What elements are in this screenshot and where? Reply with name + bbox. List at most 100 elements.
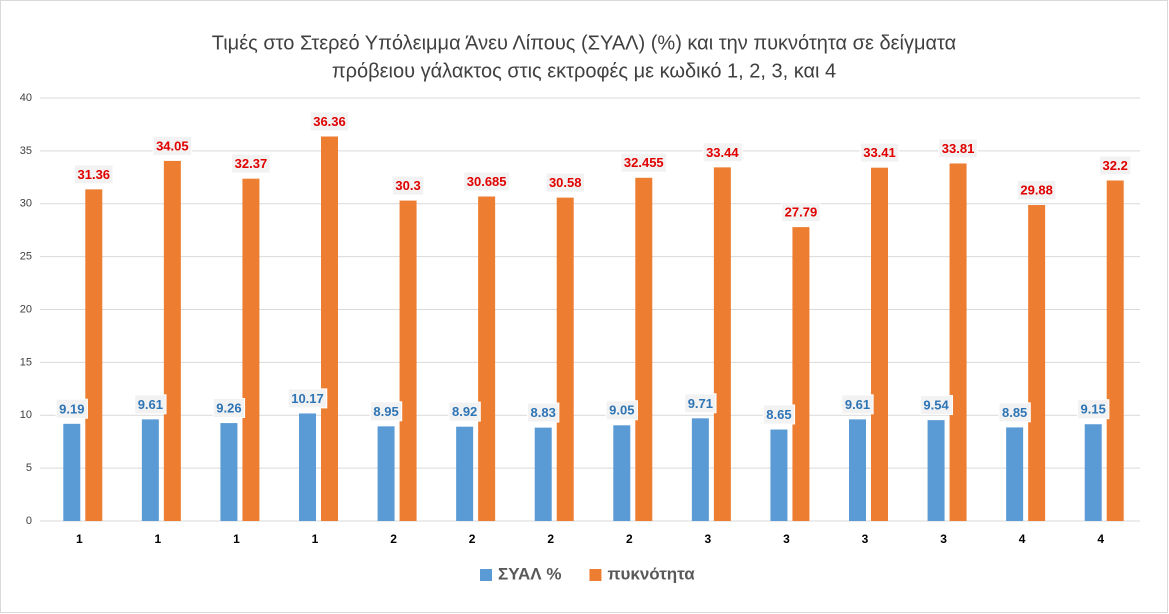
x-tick-label: 2: [469, 532, 476, 546]
bar: [534, 427, 552, 521]
value-label: 8.65: [766, 407, 791, 422]
value-label-box: [152, 135, 193, 156]
value-label-box: [391, 175, 425, 196]
value-label-box: [545, 172, 585, 193]
bar: [792, 227, 810, 522]
value-label: 30.685: [467, 174, 507, 189]
value-label: 8.85: [1002, 405, 1027, 420]
value-label-box: [919, 395, 953, 416]
value-label: 9.19: [59, 401, 84, 416]
value-label: 32.2: [1103, 158, 1128, 173]
value-label-box: [1016, 179, 1057, 200]
bar: [1028, 205, 1046, 522]
y-tick-label: 30: [20, 198, 32, 210]
x-tick-label: 3: [705, 532, 712, 546]
bar: [299, 413, 316, 521]
value-label: 9.05: [609, 403, 634, 418]
value-label-box: [841, 394, 874, 415]
bar: [613, 425, 631, 521]
bar: [321, 136, 338, 522]
bar: [635, 177, 653, 521]
chart-title: πρόβειου γάλακτος στις εκτροφές με κωδικ…: [332, 60, 836, 82]
bar: [1084, 424, 1102, 521]
value-label-box: [859, 142, 900, 163]
legend-swatch: [480, 569, 492, 581]
value-label-box: [55, 398, 88, 419]
y-tick-label: 20: [20, 303, 32, 315]
value-label-box: [605, 400, 638, 421]
value-label: 29.88: [1020, 182, 1053, 197]
bar: [691, 418, 709, 521]
bar: [220, 423, 238, 521]
value-label: 9.61: [138, 397, 163, 412]
x-tick-label: 1: [233, 532, 240, 546]
value-label-box: [231, 153, 271, 174]
bar: [949, 163, 967, 522]
bar: [141, 419, 159, 521]
y-tick-label: 0: [26, 515, 32, 527]
x-tick-label: 3: [940, 532, 947, 546]
value-label-box: [212, 398, 246, 419]
value-label-box: [684, 393, 717, 414]
x-tick-label: 2: [626, 532, 633, 546]
value-label-box: [74, 164, 114, 185]
legend-label: ΣΥΑΛ %: [498, 564, 561, 583]
value-label: 33.44: [706, 145, 739, 160]
bar: [399, 200, 417, 521]
value-label-box: [287, 388, 328, 409]
value-label-box: [1099, 155, 1132, 176]
x-tick-label: 3: [862, 532, 869, 546]
value-label-box: [998, 402, 1031, 423]
value-label-box: [762, 404, 796, 425]
bar: [1006, 427, 1024, 521]
y-tick-label: 15: [20, 356, 32, 368]
chart-title: Τιμές στο Στερεό Υπόλειμμα Άνευ Λίπους (…: [212, 32, 956, 54]
y-tick-label: 10: [20, 409, 32, 421]
legend-label: πυκνότητα: [607, 564, 695, 583]
bar: [871, 167, 888, 521]
value-label: 32.37: [235, 156, 268, 171]
value-label: 9.61: [845, 397, 870, 412]
value-label-box: [702, 142, 743, 163]
value-label-box: [369, 401, 403, 422]
bar: [849, 419, 866, 521]
y-tick-label: 25: [20, 251, 32, 263]
y-tick-label: 35: [20, 145, 32, 157]
value-label: 8.95: [373, 404, 398, 419]
value-label-box: [309, 111, 350, 132]
value-label-box: [1077, 399, 1110, 420]
value-label: 9.54: [923, 398, 949, 413]
bar: [770, 429, 788, 521]
value-label: 31.36: [78, 167, 111, 182]
value-label: 8.83: [531, 405, 556, 420]
bar: [1106, 180, 1124, 522]
x-tick-label: 1: [312, 532, 319, 546]
bar: [85, 189, 103, 522]
x-tick-label: 3: [783, 532, 790, 546]
x-tick-label: 2: [390, 532, 397, 546]
value-label: 10.17: [291, 391, 324, 406]
value-label: 27.79: [785, 205, 818, 220]
y-tick-label: 5: [26, 462, 32, 474]
x-tick-label: 4: [1097, 532, 1104, 546]
value-label: 9.26: [216, 401, 241, 416]
value-label-box: [781, 202, 821, 223]
value-label: 8.92: [452, 404, 477, 419]
x-tick-label: 1: [76, 532, 83, 546]
bar: [456, 426, 474, 521]
value-label: 30.58: [549, 175, 582, 190]
value-label: 34.05: [156, 138, 189, 153]
value-label-box: [463, 171, 511, 192]
bar: [163, 160, 181, 521]
x-tick-label: 1: [155, 532, 162, 546]
bar: [713, 167, 731, 521]
bar: [556, 197, 574, 521]
bar: [927, 420, 945, 521]
bar: [242, 178, 260, 521]
value-label-box: [527, 402, 560, 423]
value-label-box: [448, 401, 481, 422]
value-label: 9.71: [688, 396, 713, 411]
y-tick-label: 40: [20, 92, 32, 104]
